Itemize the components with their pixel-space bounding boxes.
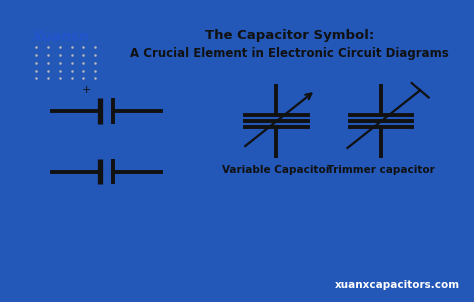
Text: A Crucial Element in Electronic Circuit Diagrams: A Crucial Element in Electronic Circuit … <box>130 47 449 60</box>
Text: +: + <box>82 85 91 95</box>
Text: Xuansn: Xuansn <box>32 30 90 44</box>
Text: Trimmer capacitor: Trimmer capacitor <box>327 165 435 175</box>
Text: Variable Capacitor: Variable Capacitor <box>222 165 331 175</box>
Text: xuanxcapacitors.com: xuanxcapacitors.com <box>335 280 460 290</box>
Text: The Capacitor Symbol:: The Capacitor Symbol: <box>205 29 374 42</box>
